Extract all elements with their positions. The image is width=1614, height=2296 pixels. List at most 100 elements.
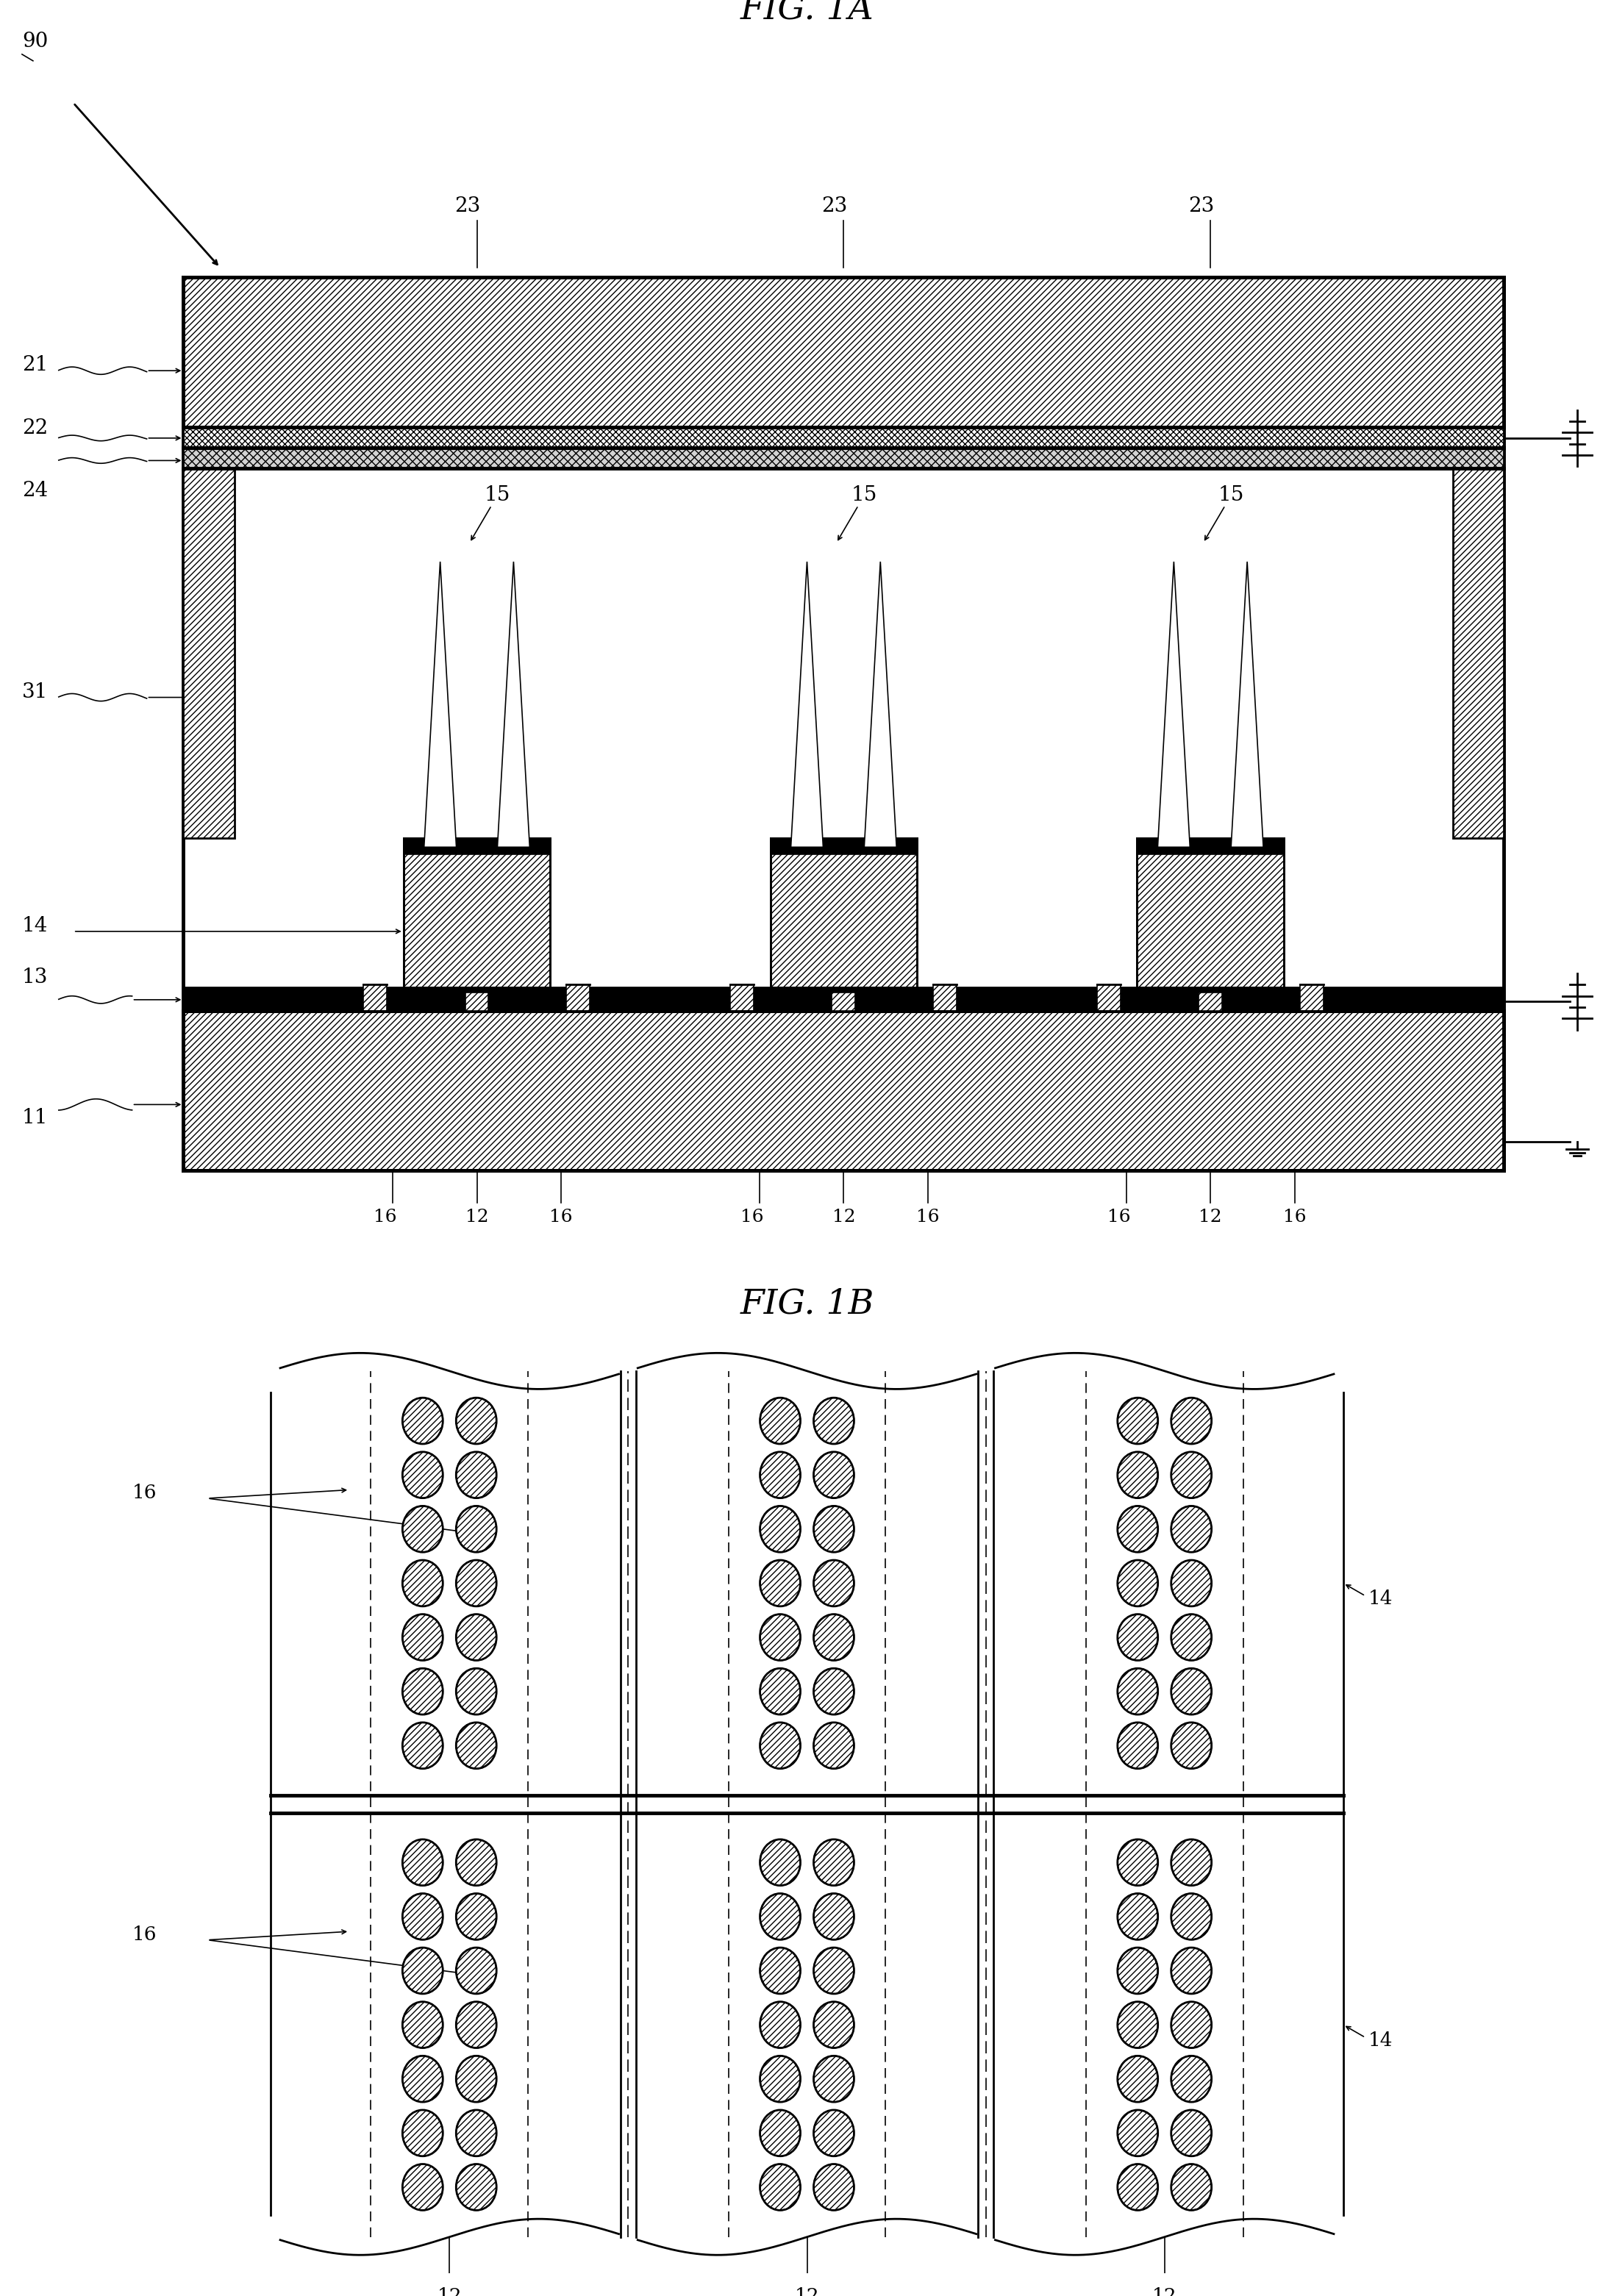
Bar — [184, 468, 234, 838]
Bar — [730, 985, 754, 1010]
Circle shape — [1172, 2002, 1212, 2048]
Circle shape — [1172, 1506, 1212, 1552]
Bar — [184, 448, 1504, 468]
Circle shape — [1117, 1894, 1157, 1940]
Circle shape — [813, 1894, 854, 1940]
Text: 90: 90 — [23, 32, 48, 51]
Text: 16: 16 — [132, 1483, 157, 1502]
Text: 14: 14 — [23, 916, 48, 937]
Circle shape — [1117, 1947, 1157, 1993]
Text: 12: 12 — [1199, 1208, 1222, 1226]
Bar — [184, 278, 1504, 427]
Bar — [1138, 838, 1283, 987]
Circle shape — [760, 2110, 801, 2156]
Circle shape — [813, 1839, 854, 1885]
Text: 14: 14 — [1369, 1589, 1393, 1607]
Circle shape — [402, 1947, 442, 1993]
Text: 13: 13 — [23, 967, 48, 987]
Circle shape — [813, 2002, 854, 2048]
Circle shape — [402, 1722, 442, 1768]
Text: 12: 12 — [465, 1208, 489, 1226]
Bar — [184, 987, 1504, 1010]
Circle shape — [1172, 2165, 1212, 2211]
Bar — [1299, 985, 1323, 1010]
Text: 16: 16 — [741, 1208, 763, 1226]
Circle shape — [760, 2055, 801, 2103]
Circle shape — [813, 1451, 854, 1497]
Circle shape — [457, 2110, 497, 2156]
Circle shape — [1117, 1669, 1157, 1715]
Polygon shape — [1231, 563, 1264, 847]
Text: FIG. 1B: FIG. 1B — [739, 1288, 875, 1320]
Circle shape — [1172, 1614, 1212, 1660]
Circle shape — [1117, 1614, 1157, 1660]
Circle shape — [760, 2002, 801, 2048]
Circle shape — [457, 1506, 497, 1552]
Circle shape — [1117, 2110, 1157, 2156]
Bar — [831, 992, 855, 1010]
Polygon shape — [497, 563, 529, 847]
Circle shape — [1117, 1506, 1157, 1552]
Circle shape — [1172, 2055, 1212, 2103]
Circle shape — [457, 1839, 497, 1885]
Circle shape — [402, 1559, 442, 1607]
Circle shape — [813, 1506, 854, 1552]
Circle shape — [1172, 1398, 1212, 1444]
Bar — [404, 838, 550, 987]
Text: 21: 21 — [23, 356, 48, 374]
Polygon shape — [424, 563, 457, 847]
Circle shape — [813, 1947, 854, 1993]
Text: 16: 16 — [132, 1926, 157, 1945]
Bar — [184, 1010, 1504, 1171]
Text: FIG. 1A: FIG. 1A — [741, 0, 873, 25]
Circle shape — [1117, 2055, 1157, 2103]
Circle shape — [1117, 1451, 1157, 1497]
Circle shape — [1117, 1559, 1157, 1607]
Circle shape — [813, 1614, 854, 1660]
Text: 16: 16 — [373, 1208, 397, 1226]
Circle shape — [402, 1398, 442, 1444]
Circle shape — [457, 1451, 497, 1497]
Circle shape — [457, 1722, 497, 1768]
Bar — [770, 838, 917, 854]
Bar — [1453, 468, 1504, 838]
Text: 12: 12 — [1152, 2287, 1177, 2296]
Circle shape — [760, 1451, 801, 1497]
Circle shape — [813, 2055, 854, 2103]
Circle shape — [760, 1559, 801, 1607]
Bar — [465, 992, 489, 1010]
Circle shape — [457, 1398, 497, 1444]
Circle shape — [402, 2110, 442, 2156]
Polygon shape — [863, 563, 896, 847]
Circle shape — [813, 1669, 854, 1715]
Circle shape — [813, 1722, 854, 1768]
Circle shape — [402, 1614, 442, 1660]
Circle shape — [1117, 1398, 1157, 1444]
Circle shape — [457, 1669, 497, 1715]
Circle shape — [1172, 1947, 1212, 1993]
Circle shape — [402, 2002, 442, 2048]
Circle shape — [813, 1398, 854, 1444]
Text: 22: 22 — [23, 418, 48, 439]
Text: 16: 16 — [1107, 1208, 1130, 1226]
Text: 24: 24 — [23, 480, 48, 501]
Bar — [567, 985, 589, 1010]
Bar — [1138, 838, 1283, 854]
Text: 15: 15 — [1219, 484, 1244, 505]
Circle shape — [457, 1894, 497, 1940]
Text: 12: 12 — [833, 1208, 855, 1226]
Circle shape — [813, 2165, 854, 2211]
Circle shape — [1117, 1839, 1157, 1885]
Circle shape — [1172, 2110, 1212, 2156]
Polygon shape — [791, 563, 823, 847]
Circle shape — [457, 2055, 497, 2103]
Circle shape — [760, 1506, 801, 1552]
Bar — [404, 838, 550, 854]
Circle shape — [1117, 2002, 1157, 2048]
Text: 14: 14 — [1369, 2032, 1393, 2050]
Bar — [1098, 985, 1120, 1010]
Circle shape — [1172, 1722, 1212, 1768]
Circle shape — [402, 2055, 442, 2103]
Circle shape — [1172, 1669, 1212, 1715]
Circle shape — [760, 1614, 801, 1660]
